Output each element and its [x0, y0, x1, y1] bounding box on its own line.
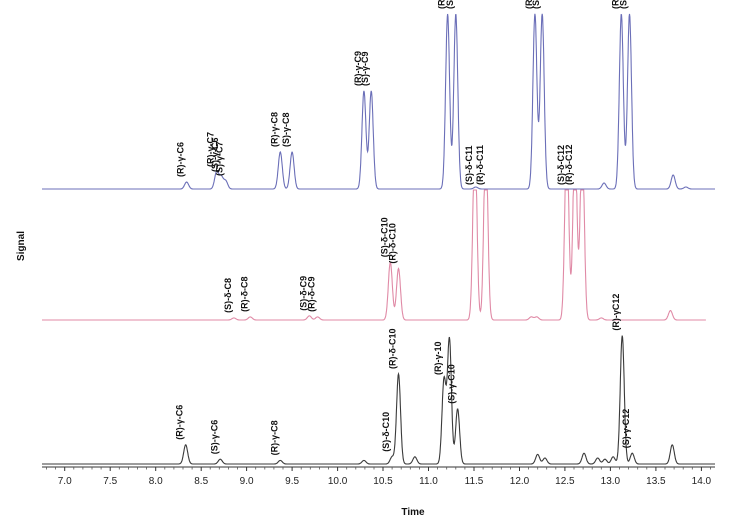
x-tick-label: 8.0	[149, 476, 163, 487]
traces-layer	[42, 13, 715, 465]
x-tick-label: 13.5	[646, 476, 666, 487]
x-tick-label: 7.0	[58, 476, 72, 487]
x-tick-label: 12.5	[555, 476, 575, 487]
peak-label: (S)-γ-C8	[281, 112, 291, 147]
peak-label: (S)-γ-C12	[619, 0, 629, 9]
peak-label: (S)-δ-C8	[223, 278, 233, 313]
peak-label: (R)-γ-10	[433, 341, 443, 375]
peak-label: (R)-δ-C11	[475, 145, 485, 185]
peak-label: (R)-γ-10	[437, 0, 447, 9]
peak-label: (S)-γ-C11	[531, 0, 541, 9]
x-tick-label: 13.0	[601, 476, 621, 487]
peak-label: (R)-δ-C8	[239, 276, 249, 311]
peak-label: (R)-δ-C12	[564, 145, 574, 185]
peak-label: (S)-γ-C7	[215, 141, 225, 176]
peak-label: (S)-γ-C6	[209, 420, 219, 455]
peak-label: (R)-δ-C9	[307, 276, 317, 311]
peak-label: (S)-δ-C9	[298, 276, 308, 311]
peak-label: (R)-γ-C8	[269, 420, 279, 455]
x-tick-label: 9.0	[240, 476, 254, 487]
peak-label: (S)-γ-C9	[360, 51, 370, 86]
x-tick-label: 8.5	[194, 476, 208, 487]
trace-line-3	[42, 335, 715, 465]
x-tick-label: 14.0	[692, 476, 712, 487]
x-tick-label: 11.0	[419, 476, 438, 487]
x-axis-ticks: 7.0 7.5 8.0 8.5 9.0 9.5 10.0 10.5 11.0 11.5 12.0 12…	[46, 467, 712, 487]
peak-label: (S)-γ-C10	[445, 0, 455, 9]
peak-label: (R)-γC12	[610, 0, 620, 9]
peak-labels-layer: (R)-γ-C6 (R)-γ-C7(S)-γ-C6(S)-γ-C7(R)-γ-C8…	[175, 0, 632, 455]
x-tick-label: 12.0	[510, 476, 530, 487]
peak-label: (S)-γ-C6	[210, 137, 220, 172]
peak-label: (R)-γC12	[611, 294, 621, 331]
peak-label: (R)-γ-C6	[175, 405, 185, 440]
peak-label: (S)-δ-C12	[556, 145, 566, 185]
peak-label: (R)-γ-C11	[524, 0, 534, 9]
peak-label: (R)-γ-C9	[353, 51, 363, 86]
peak-label: (S)-δ-C11	[464, 146, 474, 185]
trace-line-2	[42, 189, 706, 321]
peak-label: (S)-δ-C10	[381, 412, 391, 452]
x-tick-label: 9.5	[285, 476, 299, 487]
x-tick-label: 7.5	[103, 476, 117, 487]
peak-label: (R)-γ-C6	[176, 142, 186, 177]
peak-label: (S)-δ-C10	[379, 217, 389, 257]
peak-label: (R)-γ-C8	[269, 112, 279, 147]
x-axis-title: Time	[401, 507, 425, 518]
peak-label: (S)-γ-C10	[447, 364, 457, 404]
trace-line-1	[42, 13, 715, 190]
peak-label: (R)-δ-C10	[388, 329, 398, 369]
x-tick-label: 10.0	[328, 476, 348, 487]
peak-label: (R)-δ-C10	[388, 223, 398, 263]
peak-label: (S)-γ-C12	[621, 409, 631, 449]
x-tick-label: 11.5	[465, 476, 484, 487]
peak-label: (R)-γ-C7	[206, 132, 216, 167]
y-axis-title: Signal	[16, 231, 27, 261]
x-tick-label: 10.5	[373, 476, 393, 487]
